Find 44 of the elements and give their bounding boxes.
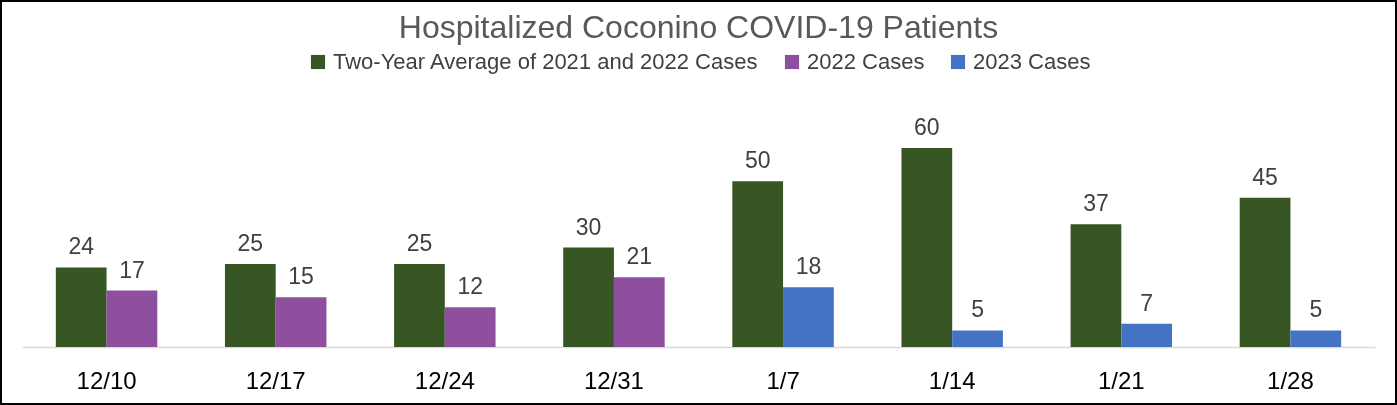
data-label: 5 [971, 296, 984, 323]
bar [224, 264, 276, 347]
data-label: 18 [795, 253, 822, 280]
bar [783, 287, 834, 347]
bar [901, 148, 953, 347]
data-label: 7 [1140, 289, 1154, 316]
x-tick-label: 12/24 [414, 366, 475, 394]
data-label: 24 [68, 233, 95, 260]
bar [613, 277, 665, 347]
bar [444, 307, 496, 347]
bar [1121, 323, 1173, 347]
data-label: 60 [914, 114, 940, 140]
x-tick-label: 1/14 [928, 366, 976, 394]
bar [563, 247, 614, 347]
x-tick-label: 12/17 [245, 366, 306, 394]
x-tick-label: 12/10 [76, 366, 137, 394]
data-label: 50 [744, 147, 771, 174]
bar [1290, 330, 1342, 347]
x-tick-label: 1/7 [766, 366, 800, 394]
data-label: 37 [1083, 190, 1109, 217]
bar [55, 267, 107, 347]
bar [275, 297, 327, 347]
data-label: 45 [1252, 163, 1278, 190]
bar [1070, 224, 1122, 347]
data-label: 15 [288, 263, 314, 290]
data-label: 5 [1309, 296, 1323, 323]
bar [732, 181, 784, 347]
bar [1239, 197, 1291, 347]
legend-label: Two-Year Average of 2021 and 2022 Cases [333, 49, 758, 74]
x-tick-label: 1/21 [1097, 366, 1145, 394]
x-tick-label: 12/31 [583, 366, 644, 394]
bar [952, 330, 1003, 347]
data-label: 17 [119, 256, 145, 283]
legend-label: 2023 Cases [973, 49, 1091, 74]
x-tick-label: 1/28 [1267, 366, 1314, 394]
legend-label: 2022 Cases [807, 49, 925, 74]
data-label: 21 [626, 243, 653, 270]
data-label: 12 [457, 273, 483, 300]
data-label: 25 [237, 230, 264, 257]
bar [394, 264, 445, 347]
bar [106, 290, 158, 347]
data-label: 25 [406, 230, 433, 257]
chart-title: Hospitalized Coconino COVID-19 Patients [398, 9, 999, 45]
data-label: 30 [575, 213, 602, 240]
